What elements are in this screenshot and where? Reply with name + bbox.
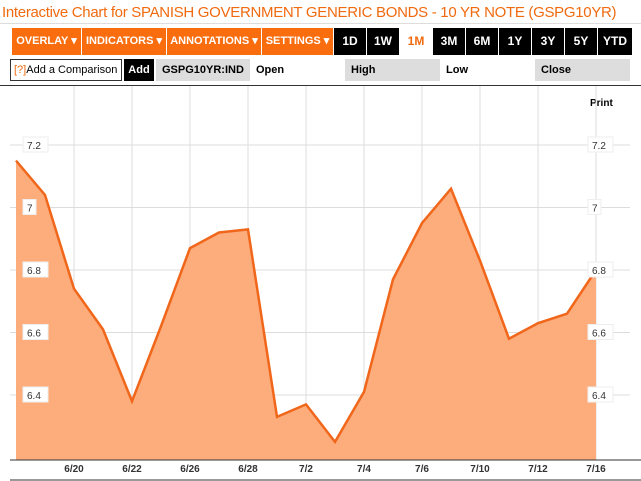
open-label: Open [256, 64, 285, 76]
y-tick-label-left: 6.6 [27, 329, 41, 340]
x-tick-label: 7/2 [299, 464, 313, 475]
close-label: Close [535, 59, 630, 81]
print-link[interactable]: Print [590, 98, 613, 109]
y-tick-box [22, 261, 49, 278]
x-tick-label: 6/22 [122, 464, 142, 475]
divider [0, 85, 641, 86]
indicators-menu[interactable]: INDICATORS ▾ [82, 28, 166, 55]
divider [0, 23, 641, 24]
y-tick-box [22, 136, 49, 153]
ticker-label: GSPG10YR:IND [156, 59, 250, 81]
y-tick-label-left: 6.8 [27, 266, 41, 277]
low-label: Low [446, 64, 468, 76]
settings-menu[interactable]: SETTINGS ▾ [262, 28, 333, 55]
chart-toolbar: OVERLAY ▾ INDICATORS ▾ ANNOTATIONS ▾ SET… [12, 28, 633, 55]
comparison-row: [?]Add a Comparison Add GSPG10YR:IND Ope… [10, 59, 630, 81]
y-tick-box [587, 324, 614, 340]
range-1m[interactable]: 1M [400, 28, 432, 55]
x-tick-label: 7/4 [357, 464, 371, 475]
x-tick-label: 6/28 [238, 464, 258, 475]
y-tick-label-left: 7 [27, 204, 33, 215]
x-tick-label: 7/10 [470, 464, 490, 475]
x-tick-label: 6/20 [64, 464, 84, 475]
x-tick-label: 7/12 [528, 464, 548, 475]
comparison-placeholder: Add a Comparison [26, 64, 118, 76]
y-tick-label-right: 7 [592, 204, 598, 215]
price-chart: 6.4 6.4 6.6 6.6 6.8 6.8 7 7 7.2 7.2 6/20 6/22 6/26 6/… [10, 86, 641, 481]
page-title: Interactive Chart for SPANISH GOVERNMENT… [2, 4, 617, 21]
range-1d[interactable]: 1D [334, 28, 366, 55]
help-link[interactable]: [?] [14, 64, 27, 76]
range-1y[interactable]: 1Y [499, 28, 531, 55]
y-tick-label-left: 7.2 [27, 141, 41, 152]
y-tick-label-right: 6.6 [592, 329, 606, 340]
x-tick-label: 6/26 [180, 464, 200, 475]
add-button[interactable]: Add [124, 59, 154, 81]
y-tick-box [587, 136, 614, 153]
y-tick-box [22, 199, 37, 215]
range-3y[interactable]: 3Y [532, 28, 564, 55]
comparison-input[interactable]: [?]Add a Comparison [10, 59, 122, 81]
annotations-menu[interactable]: ANNOTATIONS ▾ [167, 28, 261, 55]
overlay-menu[interactable]: OVERLAY ▾ [12, 28, 81, 55]
x-tick-label: 7/16 [586, 464, 606, 475]
high-label: High [345, 59, 440, 81]
x-tick-label: 7/6 [415, 464, 429, 475]
y-tick-box [22, 386, 49, 403]
y-tick-label-right: 6.4 [592, 391, 606, 402]
range-6m[interactable]: 6M [466, 28, 498, 55]
y-tick-box [587, 386, 614, 403]
y-tick-label-right: 6.8 [592, 266, 606, 277]
y-tick-label-right: 7.2 [592, 141, 606, 152]
range-ytd[interactable]: YTD [598, 28, 632, 55]
y-tick-box [587, 199, 602, 215]
range-3m[interactable]: 3M [433, 28, 465, 55]
y-tick-label-left: 6.4 [27, 391, 41, 402]
area-fill [16, 160, 596, 460]
y-tick-box [587, 261, 614, 278]
range-5y[interactable]: 5Y [565, 28, 597, 55]
range-1w[interactable]: 1W [367, 28, 399, 55]
y-tick-box [22, 324, 49, 340]
